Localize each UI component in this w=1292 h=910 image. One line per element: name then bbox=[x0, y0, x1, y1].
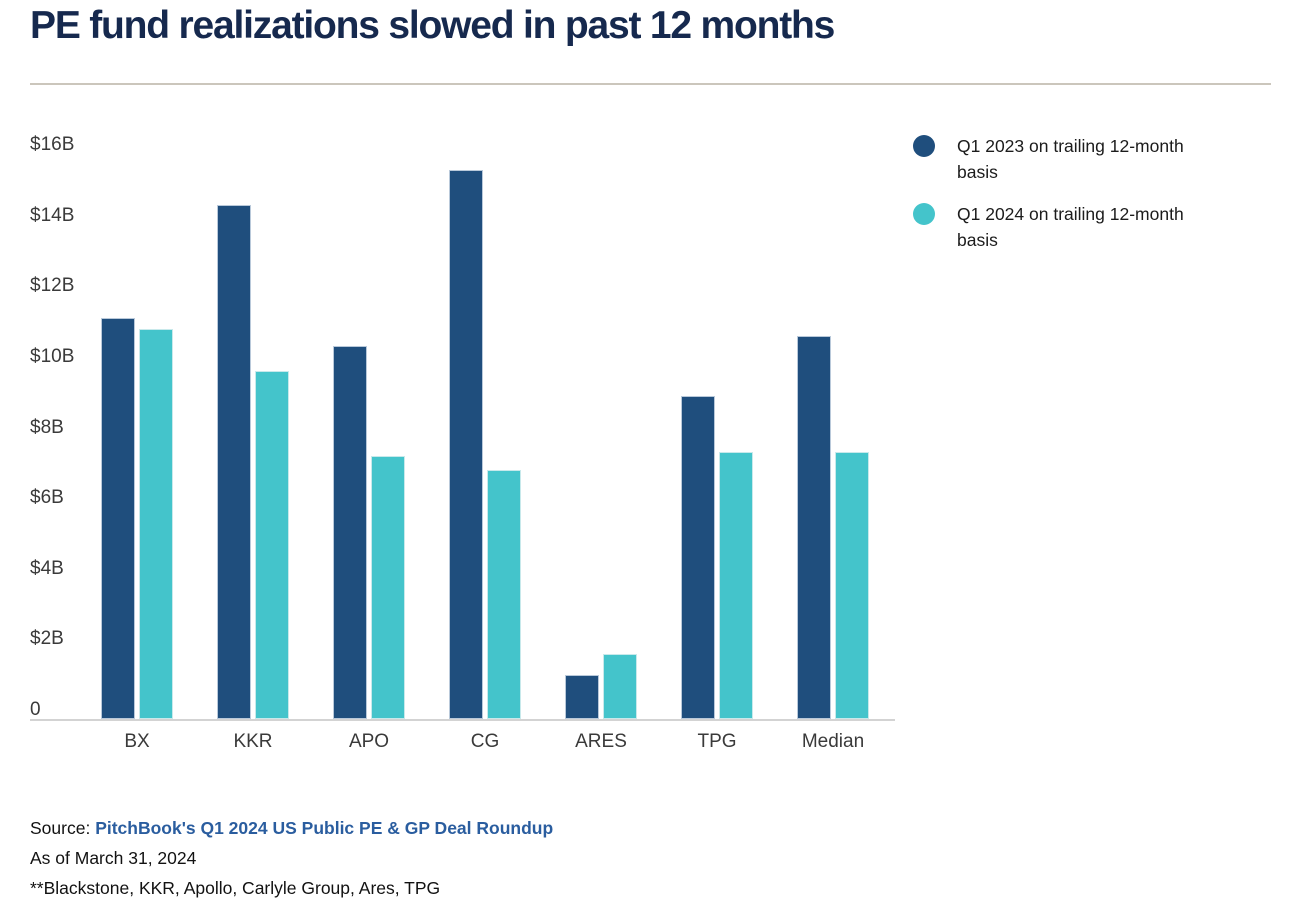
y-axis-tick-2b: $2B bbox=[30, 628, 64, 650]
source-link[interactable]: PitchBook's Q1 2024 US Public PE & GP De… bbox=[95, 818, 554, 838]
legend-label-q1-2023: Q1 2023 on trailing 12-month basis bbox=[957, 136, 1184, 182]
source-line: Source: PitchBook's Q1 2024 US Public PE… bbox=[30, 813, 553, 843]
bar-q1-2024-tpg bbox=[719, 452, 753, 719]
y-axis-tick-14b: $14B bbox=[30, 204, 75, 226]
bar-q1-2023-bx bbox=[101, 318, 135, 719]
legend-label-q1-2024: Q1 2024 on trailing 12-month basis bbox=[957, 204, 1184, 250]
x-axis-label-bx: BX bbox=[124, 731, 150, 752]
x-axis-label-ares: ARES bbox=[575, 731, 627, 752]
x-axis-label-median: Median bbox=[801, 731, 865, 752]
bar-q1-2023-cg bbox=[449, 169, 483, 719]
source-prefix: Source: bbox=[30, 818, 96, 838]
y-axis-tick-16b: $16B bbox=[30, 134, 75, 156]
x-axis-line bbox=[30, 719, 895, 721]
bar-q1-2023-kkr bbox=[217, 205, 251, 719]
bar-q1-2023-median bbox=[797, 335, 831, 719]
bar-q1-2024-cg bbox=[487, 469, 521, 719]
bar-q1-2024-median bbox=[835, 452, 869, 719]
y-axis-tick-6b: $6B bbox=[30, 487, 64, 509]
legend-item-q1-2023: Q1 2023 on trailing 12-month basis bbox=[913, 133, 1229, 185]
x-axis-label-tpg: TPG bbox=[697, 731, 737, 752]
y-axis-tick-0: 0 bbox=[30, 699, 41, 720]
y-axis-tick-4b: $4B bbox=[30, 557, 64, 579]
legend-dot-q1-2023-icon bbox=[913, 135, 935, 157]
y-axis-tick-10b: $10B bbox=[30, 346, 75, 367]
legend: Q1 2023 on trailing 12-month basis Q1 20… bbox=[913, 133, 1229, 253]
x-axis-label-apo: APO bbox=[348, 731, 390, 752]
title-divider bbox=[30, 83, 1271, 85]
bar-q1-2024-apo bbox=[371, 455, 405, 719]
as-of-line: As of March 31, 2024 bbox=[30, 848, 197, 868]
x-axis-label-cg: CG bbox=[470, 731, 500, 752]
footer: Source: PitchBook's Q1 2024 US Public PE… bbox=[30, 813, 553, 903]
legend-dot-q1-2024-icon bbox=[913, 203, 935, 225]
bar-q1-2023-tpg bbox=[681, 395, 715, 719]
bar-q1-2023-apo bbox=[333, 346, 367, 719]
legend-item-q1-2024: Q1 2024 on trailing 12-month basis bbox=[913, 201, 1229, 253]
y-axis-tick-12b: $12B bbox=[30, 275, 75, 297]
x-axis-label-kkr: KKR bbox=[233, 731, 273, 752]
bar-q1-2024-kkr bbox=[255, 371, 289, 719]
bar-q1-2023-ares bbox=[565, 674, 599, 719]
footnote-line: **Blackstone, KKR, Apollo, Carlyle Group… bbox=[30, 878, 441, 898]
page-title: PE fund realizations slowed in past 12 m… bbox=[30, 4, 835, 47]
bar-q1-2024-bx bbox=[139, 328, 173, 719]
y-axis-tick-8b: $8B bbox=[30, 416, 64, 438]
bar-q1-2024-ares bbox=[603, 653, 637, 719]
